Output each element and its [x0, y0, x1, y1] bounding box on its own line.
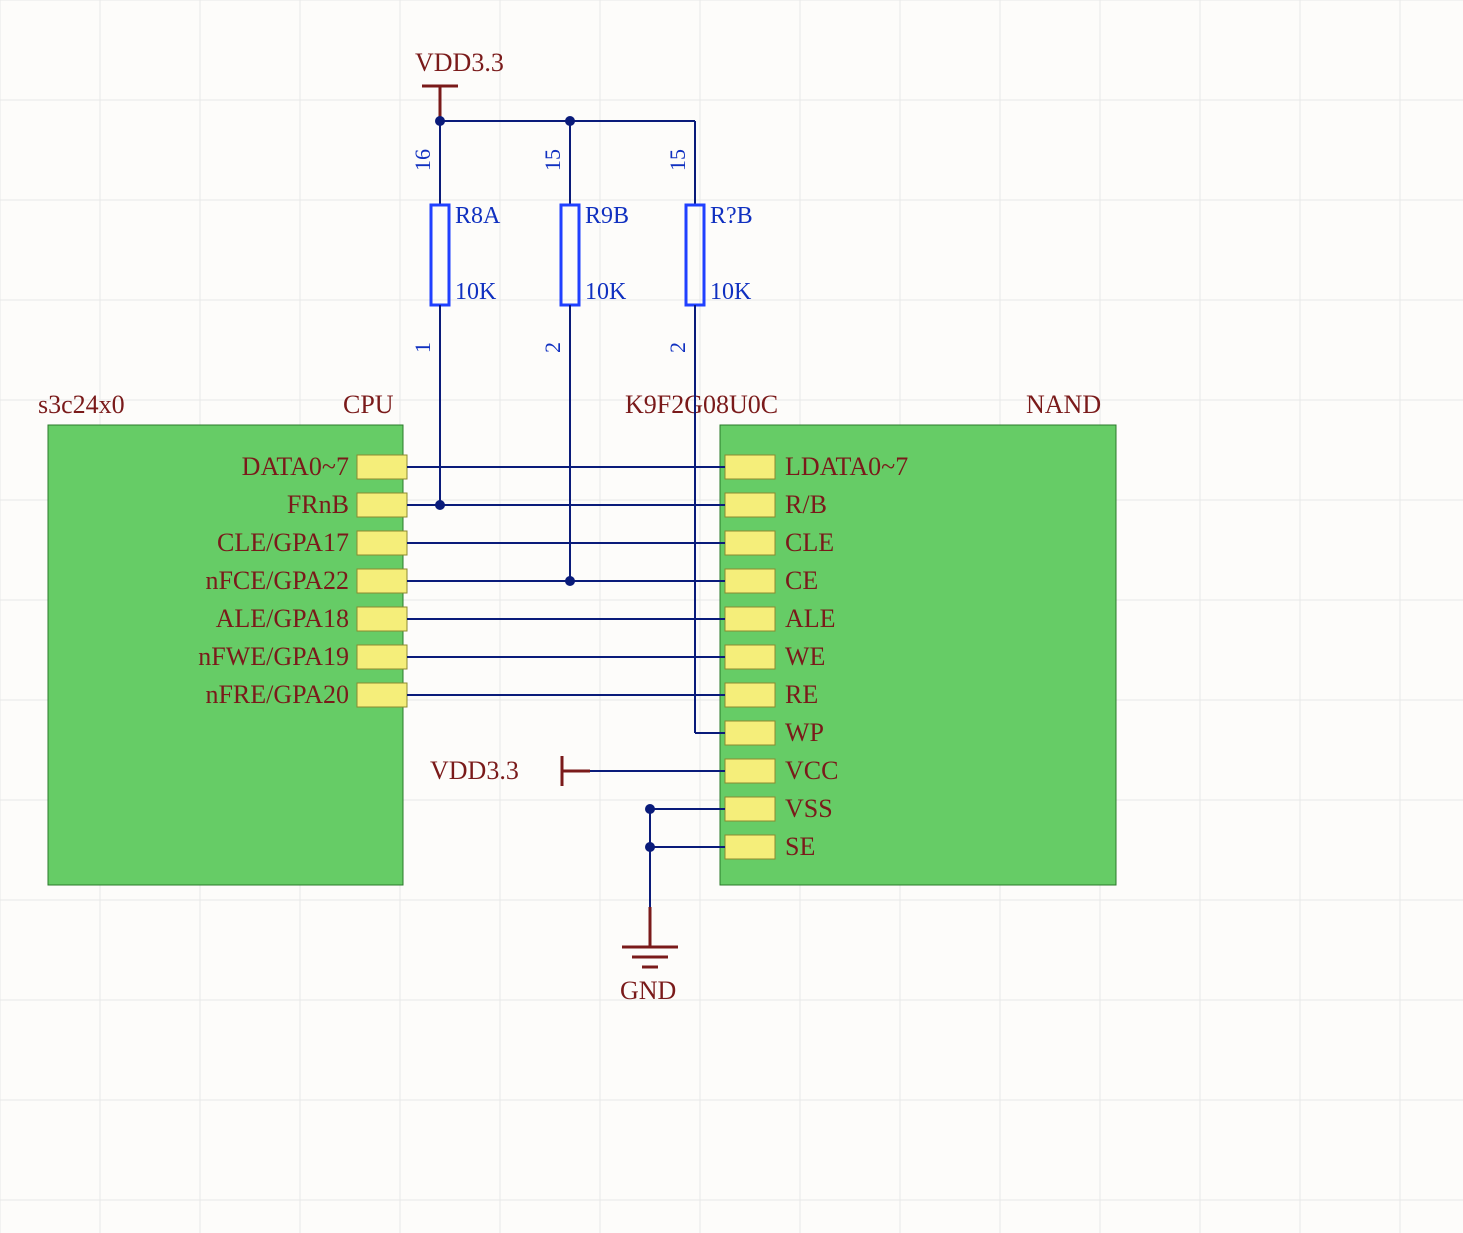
nand-pin-label: WP [785, 718, 824, 747]
cpu-pin-label: nFCE/GPA22 [205, 566, 349, 595]
resistor-pin-top: 15 [665, 149, 690, 171]
nand-part-number: K9F2G08U0C [625, 390, 778, 419]
junction-dot [435, 500, 445, 510]
nand-pin-label: RE [785, 680, 818, 709]
cpu-title: CPU [343, 390, 394, 419]
nand-pin-label: VCC [785, 756, 838, 785]
resistor-pin-bot: 2 [665, 342, 690, 353]
cpu-pin [357, 455, 407, 479]
nand-pin [725, 721, 775, 745]
cpu-pin [357, 607, 407, 631]
cpu-pin-label: FRnB [287, 490, 349, 519]
resistor-pin-bot: 1 [410, 342, 435, 353]
gnd-label: GND [620, 976, 676, 1005]
cpu-pin [357, 493, 407, 517]
resistor-value: 10K [455, 279, 497, 305]
junction-dot [565, 576, 575, 586]
nand-pin [725, 531, 775, 555]
nand-pin [725, 683, 775, 707]
nand-pin [725, 797, 775, 821]
resistor-body [431, 205, 449, 305]
cpu-part-number: s3c24x0 [38, 390, 125, 419]
vcc-label: VDD3.3 [430, 756, 519, 785]
nand-pin-label: LDATA0~7 [785, 452, 908, 481]
nand-pin [725, 835, 775, 859]
resistor-body [561, 205, 579, 305]
nand-pin-label: VSS [785, 794, 833, 823]
nand-title: NAND [1026, 390, 1101, 419]
resistor-ref: R9B [585, 203, 629, 229]
nand-chip [720, 425, 1116, 885]
cpu-pin [357, 569, 407, 593]
nand-pin-label: WE [785, 642, 825, 671]
cpu-pin-label: nFWE/GPA19 [198, 642, 349, 671]
cpu-pin [357, 531, 407, 555]
vdd-label: VDD3.3 [415, 48, 504, 77]
resistor-pin-top: 15 [540, 149, 565, 171]
nand-pin [725, 607, 775, 631]
nand-pin-label: SE [785, 832, 815, 861]
resistor-pin-bot: 2 [540, 342, 565, 353]
resistor-ref: R?B [710, 203, 753, 229]
cpu-pin [357, 683, 407, 707]
nand-pin [725, 759, 775, 783]
nand-pin [725, 645, 775, 669]
nand-pin-label: CE [785, 566, 818, 595]
resistor-ref: R8A [455, 203, 501, 229]
cpu-pin-label: ALE/GPA18 [216, 604, 349, 633]
junction-dot [645, 804, 655, 814]
resistor-value: 10K [710, 279, 752, 305]
cpu-pin-label: CLE/GPA17 [217, 528, 349, 557]
junction-dot [645, 842, 655, 852]
nand-pin-label: R/B [785, 490, 827, 519]
nand-pin-label: ALE [785, 604, 836, 633]
resistor-body [686, 205, 704, 305]
resistor-value: 10K [585, 279, 627, 305]
cpu-pin-label: DATA0~7 [242, 452, 349, 481]
cpu-pin-label: nFRE/GPA20 [205, 680, 349, 709]
nand-pin [725, 569, 775, 593]
resistor-pin-top: 16 [410, 149, 435, 171]
cpu-pin [357, 645, 407, 669]
nand-pin [725, 493, 775, 517]
nand-pin-label: CLE [785, 528, 834, 557]
nand-pin [725, 455, 775, 479]
